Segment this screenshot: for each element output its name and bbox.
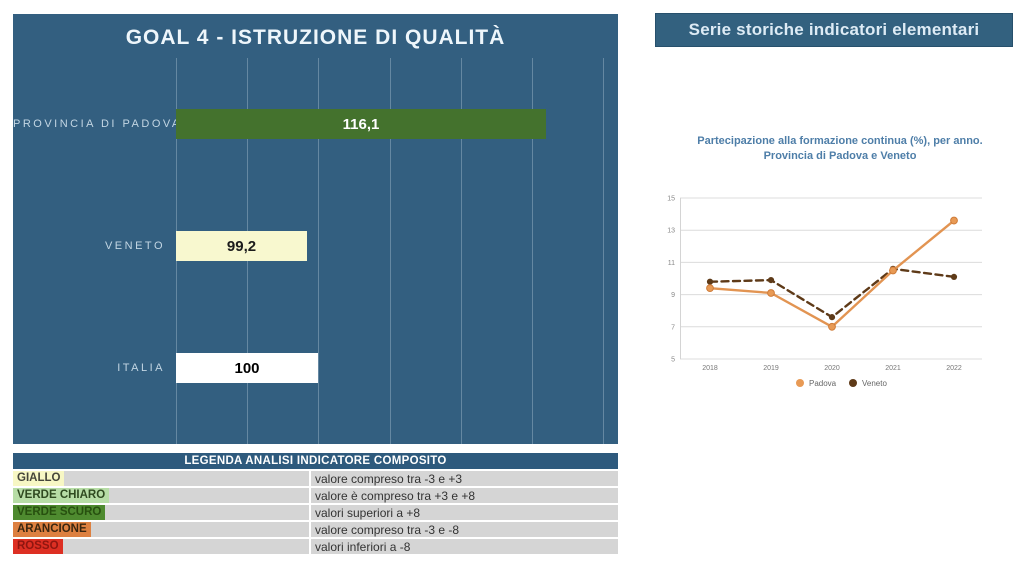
legend-color-cell: ARANCIONE <box>13 522 309 537</box>
gridline <box>603 58 604 444</box>
color-chip-rosso: ROSSO <box>13 539 63 554</box>
veneto-marker <box>767 277 775 284</box>
bar-provincia-di-padova: 116,1 <box>176 109 546 139</box>
line-chart-title-line2: Provincia di Padova e Veneto <box>763 150 917 162</box>
color-chip-giallo: GIALLO <box>13 471 65 486</box>
line-chart-title: Partecipazione alla formazione continua … <box>660 134 1020 164</box>
legend-description: valori superiori a +8 <box>311 505 618 520</box>
padova-marker <box>889 266 897 275</box>
legend-color-cell: GIALLO <box>13 471 309 486</box>
y-tick-label: 13 <box>667 228 675 235</box>
veneto-line-series <box>708 267 956 319</box>
x-tick-label: 2019 <box>763 365 779 372</box>
bar-label-provincia-di-padova: PROVINCIA DI PADOVA <box>13 118 182 130</box>
y-tick-label: 15 <box>667 196 675 203</box>
bar-label-italia: ITALIA <box>117 362 165 374</box>
padova-marker <box>706 284 714 293</box>
composite-panel-title: GOAL 4 - ISTRUZIONE DI QUALITÀ <box>125 26 506 49</box>
legend-label-padova: Padova <box>809 379 837 388</box>
series-panel-header: Serie storiche indicatori elementari <box>655 13 1013 47</box>
legend-description: valori inferiori a -8 <box>311 539 618 554</box>
x-tick-label: 2021 <box>885 365 901 372</box>
padova-marker <box>828 322 836 331</box>
bar-veneto: 99,2 <box>176 231 307 261</box>
legend-color-cell: VERDE SCURO <box>13 505 309 520</box>
legend-color-cell: VERDE CHIARO <box>13 488 309 503</box>
legend-description: valore è compreso tra +3 e +8 <box>311 488 618 503</box>
y-tick-label: 7 <box>671 324 675 331</box>
legend-marker-veneto <box>849 379 857 387</box>
veneto-marker <box>706 278 714 285</box>
padova-marker <box>767 289 775 297</box>
bar-label-veneto: VENETO <box>104 240 165 252</box>
legend-row-rosso: ROSSO valori inferiori a -8 <box>13 539 618 554</box>
bar-italia: 100 <box>176 353 318 383</box>
x-tick-label: 2022 <box>946 365 962 372</box>
y-tick-label: 9 <box>671 292 675 299</box>
legend-description: valore compreso tra -3 e -8 <box>311 522 618 537</box>
participation-line-chart: 15 13 11 9 7 5 2018 2019 2020 2021 2022 Padova Venet… <box>667 196 982 388</box>
line-chart-title-line1: Partecipazione alla formazione continua … <box>697 135 983 147</box>
legend-table-title: LEGENDA ANALISI INDICATORE COMPOSITO <box>13 453 618 469</box>
gridline <box>532 58 533 444</box>
color-chip-verde-scuro: VERDE SCURO <box>13 505 106 520</box>
x-tick-label: 2020 <box>824 365 840 372</box>
veneto-marker <box>950 273 958 280</box>
legend-marker-padova <box>796 379 804 387</box>
legend-description: valore compreso tra -3 e +3 <box>311 471 618 486</box>
color-chip-arancione: ARANCIONE <box>13 522 91 537</box>
legend-label-veneto: Veneto <box>862 379 887 388</box>
padova-line-series <box>708 219 956 329</box>
legend-color-cell: ROSSO <box>13 539 309 554</box>
legend-row-verde-chiaro: VERDE CHIARO valore è compreso tra +3 e +… <box>13 488 618 503</box>
composite-indicator-panel: GOAL 4 - ISTRUZIONE DI QUALITÀ PROVINCIA… <box>13 14 618 444</box>
padova-marker <box>950 216 958 225</box>
legend-row-arancione: ARANCIONE valore compreso tra -3 e -8 <box>13 522 618 537</box>
y-tick-label: 11 <box>668 260 675 267</box>
gridline <box>390 58 391 444</box>
x-tick-label: 2018 <box>702 365 718 372</box>
legend-row-giallo: GIALLO valore compreso tra -3 e +3 <box>13 471 618 486</box>
legend-table-rows: GIALLO valore compreso tra -3 e +3 VERDE C… <box>13 471 618 554</box>
composite-legend-table: LEGENDA ANALISI INDICATORE COMPOSITO GIA… <box>13 453 618 554</box>
gridline <box>461 58 462 444</box>
gridline <box>318 58 319 444</box>
veneto-marker <box>828 314 836 321</box>
y-tick-label: 5 <box>671 357 675 364</box>
color-chip-verde-chiaro: VERDE CHIARO <box>13 488 110 503</box>
legend-row-verde-scuro: VERDE SCURO valori superiori a +8 <box>13 505 618 520</box>
